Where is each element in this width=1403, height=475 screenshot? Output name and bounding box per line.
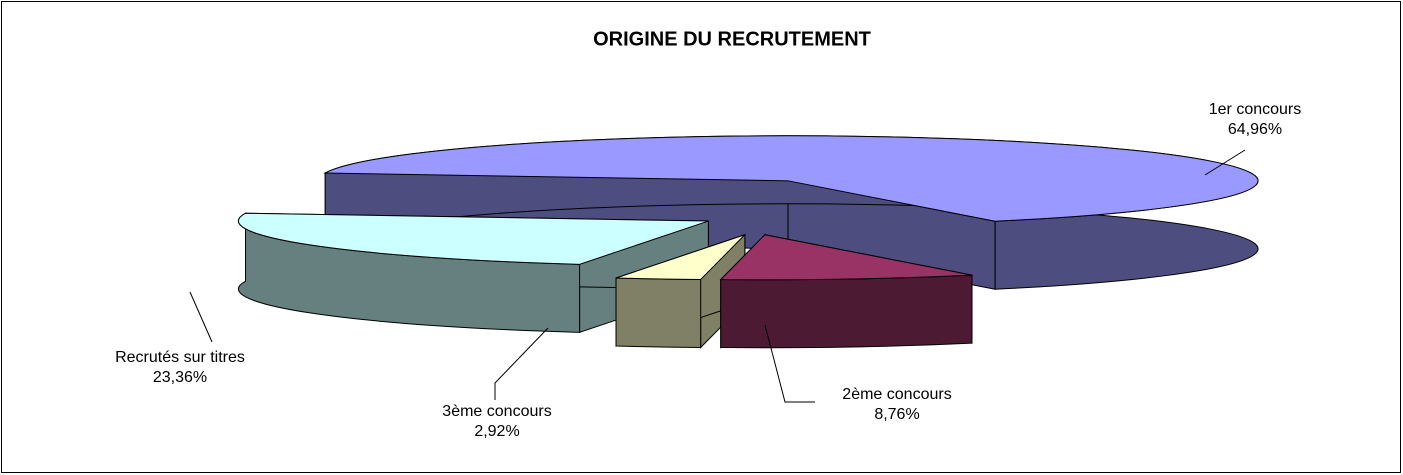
data-label-name: 2ème concours (842, 386, 951, 403)
leader-line (494, 327, 549, 400)
data-label-name: 3ème concours (442, 403, 551, 420)
data-label-value: 64,96% (1228, 121, 1282, 138)
slice-outer-wall (615, 277, 702, 349)
leader-line (764, 324, 815, 403)
slice-top (323, 135, 1259, 222)
leader-line (1204, 149, 1246, 176)
chart-title: ORIGINE DU RECRUTEMENT (593, 28, 871, 50)
data-label-name: Recrutés sur titres (115, 349, 245, 366)
leader-line (189, 291, 213, 343)
data-label-value: 8,76% (874, 406, 919, 423)
slice-top (237, 212, 709, 265)
data-label-value: 23,36% (153, 369, 207, 386)
slice (615, 233, 746, 349)
slice (719, 233, 973, 349)
data-label-value: 2,92% (474, 423, 519, 440)
slice-outer-wall (720, 274, 973, 349)
slice-top (719, 234, 973, 281)
data-label-name: 1er concours (1209, 101, 1302, 118)
slice-top (615, 234, 746, 281)
